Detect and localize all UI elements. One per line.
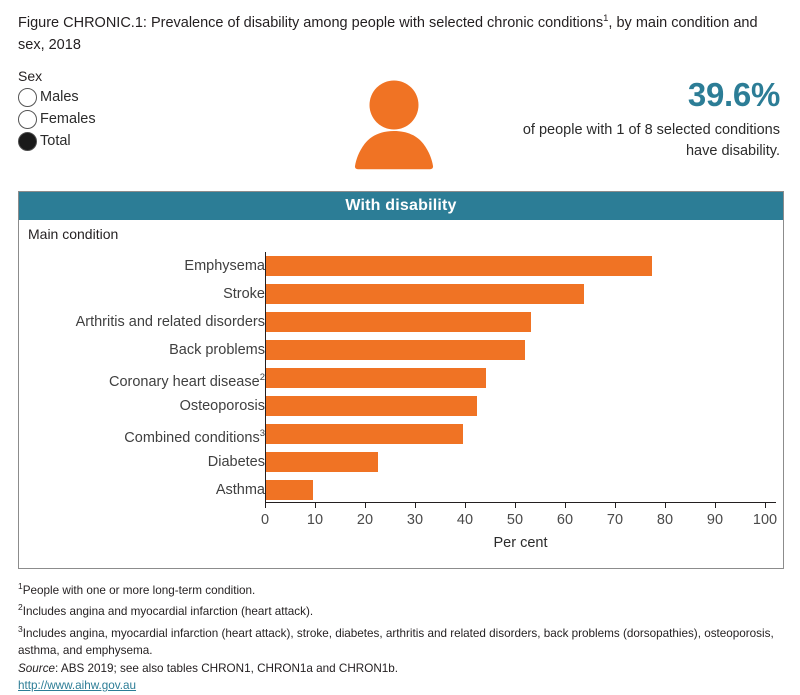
bar-category-label: Arthritis and related disorders	[75, 314, 265, 330]
bar-category-footnote-marker: 2	[259, 372, 265, 383]
page-title-text-b: , by main condition and sex, 2018	[18, 14, 758, 53]
bar-category-footnote-marker: 3	[259, 428, 265, 439]
x-axis-tick-mark	[665, 503, 667, 508]
bar-row: Osteoporosis	[19, 392, 783, 420]
x-axis-tick-mark	[615, 503, 617, 508]
bar-category-label: Osteoporosis	[179, 398, 265, 414]
bar[interactable]	[265, 312, 531, 332]
bar-row: Diabetes	[19, 448, 783, 476]
footnote-1: 1People with one or more long-term condi…	[18, 578, 786, 599]
x-axis-tick-label: 10	[306, 512, 324, 528]
person-icon	[344, 78, 444, 170]
x-axis-tick-mark	[415, 503, 417, 508]
bar-category-label: Stroke	[223, 286, 265, 302]
x-axis-tick-mark	[565, 503, 567, 508]
sex-option-females[interactable]: Females	[18, 108, 188, 130]
bar-row: Coronary heart disease2	[19, 364, 783, 392]
x-axis-tick-label: 50	[506, 512, 524, 528]
x-axis-tick-label: 0	[260, 512, 270, 528]
bar-category-label: Asthma	[215, 482, 265, 498]
bar-row: Stroke	[19, 280, 783, 308]
bar[interactable]	[265, 480, 313, 500]
bar[interactable]	[265, 396, 477, 416]
footnote-source-text: : ABS 2019; see also tables CHRON1, CHRO…	[55, 661, 399, 675]
aihw-website-link[interactable]: http://www.aihw.gov.au	[18, 679, 137, 693]
headline-stat-caption-line1: of people with 1 of 8 selected condition…	[522, 122, 780, 138]
footnote-link-row: http://www.aihw.gov.au	[18, 677, 786, 695]
x-axis-tick-label: 80	[656, 512, 674, 528]
footnote-2: 2Includes angina and myocardial infarcti…	[18, 599, 786, 620]
headline-stat-value: 39.6%	[687, 76, 780, 113]
footnote-2-text: Includes angina and myocardial infarctio…	[22, 605, 314, 619]
x-axis-tick-mark	[365, 503, 367, 508]
bar[interactable]	[265, 368, 486, 388]
x-axis-tick-mark	[715, 503, 717, 508]
footnote-3-text: Includes angina, myocardial infarction (…	[18, 626, 774, 658]
page-title: Figure CHRONIC.1: Prevalence of disabili…	[18, 8, 780, 56]
x-axis-tick-label: 30	[406, 512, 424, 528]
footnote-2-marker: 2	[18, 602, 23, 613]
bar-row: Asthma	[19, 476, 783, 504]
footnote-source-label: Source	[18, 661, 56, 675]
sex-option-total[interactable]: Total	[18, 130, 188, 152]
radio-icon-females[interactable]	[18, 109, 37, 129]
x-axis-tick-label: 20	[356, 512, 374, 528]
bar-category-label: Diabetes	[207, 454, 265, 470]
bar-row: Emphysema	[19, 252, 783, 280]
sex-option-males[interactable]: Males	[18, 86, 188, 108]
x-axis-tick-label: 90	[706, 512, 724, 528]
bar[interactable]	[265, 284, 584, 304]
sex-filter-label: Sex	[18, 68, 43, 84]
bar-row: Arthritis and related disorders	[19, 308, 783, 336]
chart-panel: With disability Main condition Emphysema…	[18, 191, 784, 569]
radio-icon-total[interactable]	[18, 131, 37, 151]
chart-header-bar: With disability	[19, 192, 783, 220]
bar[interactable]	[265, 452, 378, 472]
x-axis-tick-mark	[265, 503, 267, 508]
x-axis-tick-mark	[765, 503, 767, 508]
footnote-1-text: People with one or more long-term condit…	[22, 583, 256, 597]
sex-option-label-females: Females	[40, 110, 96, 127]
x-axis-line	[265, 502, 776, 504]
bar[interactable]	[265, 424, 463, 444]
x-axis-tick-label: 40	[456, 512, 474, 528]
x-axis-tick-mark	[515, 503, 517, 508]
x-axis-tick-mark	[315, 503, 317, 508]
x-axis-tick-label: 70	[606, 512, 624, 528]
chart-axis-group-title: Main condition	[28, 226, 119, 242]
bar-chart-plot-area: Emphysema Stroke Arthritis and related dis…	[19, 221, 783, 568]
headline-stat: 39.6% of people with 1 of 8 selected con…	[450, 76, 780, 162]
footnote-3: 3Includes angina, myocardial infarction …	[18, 621, 786, 660]
sex-option-label-males: Males	[40, 88, 79, 105]
footnote-1-marker: 1	[18, 581, 23, 591]
bar[interactable]	[265, 340, 525, 360]
radio-icon-males[interactable]	[18, 87, 37, 107]
footnote-source: Source: ABS 2019; see also tables CHRON1…	[18, 660, 786, 678]
x-axis-tick-label: 60	[556, 512, 574, 528]
sex-option-label-total: Total	[40, 132, 71, 149]
x-axis-tick-mark	[465, 503, 467, 508]
footnote-3-marker: 3	[18, 623, 23, 634]
bar-category-label: Combined conditions3	[124, 428, 265, 446]
bar[interactable]	[265, 256, 652, 276]
x-axis-title: Per cent	[493, 535, 548, 551]
x-axis-tick-label: 100	[752, 512, 778, 528]
page-title-text-a: Figure CHRONIC.1: Prevalence of disabili…	[18, 14, 604, 31]
headline-stat-caption-line2: have disability.	[685, 143, 780, 159]
footnotes: 1People with one or more long-term condi…	[18, 578, 786, 695]
bar-category-label: Back problems	[169, 342, 265, 358]
sex-filter-group: Sex Males Females Total	[18, 68, 188, 152]
page-title-footnote-marker: 1	[603, 13, 609, 24]
bar-row: Combined conditions3	[19, 420, 783, 448]
bar-row: Back problems	[19, 336, 783, 364]
bar-category-label: Emphysema	[184, 258, 265, 274]
headline-stat-caption: of people with 1 of 8 selected condition…	[450, 120, 780, 162]
y-axis-line	[265, 252, 267, 502]
bar-category-label: Coronary heart disease2	[108, 372, 265, 390]
